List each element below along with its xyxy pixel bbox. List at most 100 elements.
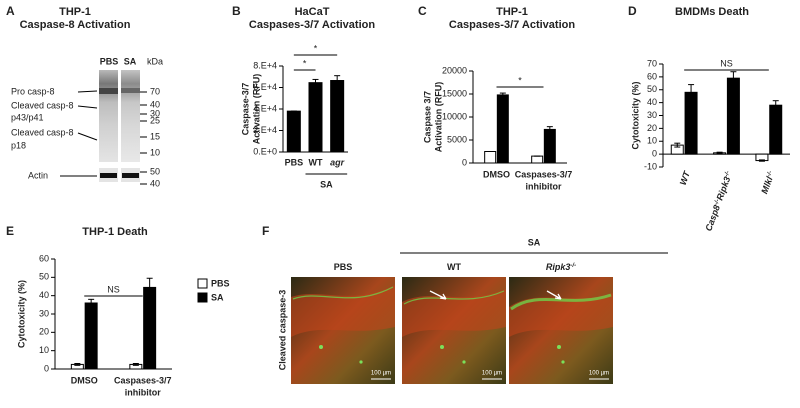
y-tick-label: 50 [39, 272, 49, 282]
error-bar [674, 142, 681, 148]
green-stain [561, 360, 565, 364]
band-label: p43/p41 [11, 112, 44, 122]
x-tick-label: WT [309, 157, 323, 167]
error-bar [688, 84, 695, 101]
bar [543, 128, 556, 164]
y-tick-label: 20 [647, 123, 657, 133]
band-label: Pro casp-8 [11, 86, 55, 96]
y-tick-label: 50 [647, 84, 657, 94]
y-tick-label: -10 [644, 161, 657, 171]
y-tick-label: 70 [647, 58, 657, 68]
error-bar [546, 126, 553, 133]
y-tick-label: 0.E+0 [253, 146, 277, 156]
green-stain [440, 345, 444, 349]
error-bar [772, 100, 779, 111]
annotation: NS [107, 284, 120, 294]
y-tick-label: 15000 [442, 88, 467, 98]
chart-title: Caspases-3/7 Activation [249, 19, 375, 31]
tissue-layer [291, 285, 395, 337]
marker-label: 25 [150, 115, 160, 125]
tissue-layer [509, 293, 613, 337]
bar [308, 82, 323, 153]
green-stain [403, 290, 505, 305]
column-label: Ripk3-/- [546, 262, 576, 272]
label-part: WT [678, 169, 693, 187]
bar [330, 80, 345, 153]
x-tick-label: agr [330, 157, 345, 167]
y-axis-label: Caspase 3/7 [422, 91, 432, 143]
label-part: Ripk3 [715, 175, 733, 201]
actin-band [122, 173, 139, 178]
x-tick-label: Mlkl-/- [760, 170, 777, 195]
chart-title: THP-1 Death [82, 226, 148, 238]
bar [84, 302, 98, 370]
panel-label: A [6, 4, 15, 18]
error-bar [730, 71, 737, 86]
error-bar [334, 75, 341, 86]
legend-label: SA [211, 292, 224, 302]
arrow [546, 290, 562, 300]
panel-label: C [418, 4, 427, 18]
blot-lane [121, 70, 140, 162]
label-part: -/- [713, 199, 721, 206]
marker-label: 30 [150, 108, 160, 118]
y-tick-label: 10 [39, 345, 49, 355]
y-tick-label: 30 [39, 308, 49, 318]
y-tick-label: 6.E+4 [253, 82, 277, 92]
blot-title: THP-1 [59, 6, 91, 18]
group-label: SA [320, 179, 333, 189]
band-label: p18 [11, 140, 26, 150]
error-bar [758, 159, 765, 162]
panel-label: F [262, 224, 269, 238]
group-label: SA [528, 237, 541, 247]
tissue-layer [402, 289, 506, 337]
green-stain [557, 345, 561, 349]
band-label: Cleaved casp-8 [11, 100, 74, 110]
error-bar [132, 363, 139, 366]
x-tick-label: inhibitor [526, 181, 562, 191]
green-stain [462, 360, 466, 364]
band-pointer [77, 105, 98, 109]
green-stain [292, 286, 394, 300]
green-stain [510, 293, 612, 311]
y-tick-label: 0 [44, 363, 49, 373]
annotation: NS [720, 58, 733, 68]
bar [531, 155, 544, 164]
y-tick-label: 8.E+4 [253, 60, 277, 70]
label-part: Mlkl [760, 175, 776, 195]
panel-label: B [232, 4, 241, 18]
loading-label: Actin [28, 170, 48, 180]
column-label: PBS [334, 262, 353, 272]
y-tick-label: 60 [39, 253, 49, 263]
error-bar [74, 363, 81, 366]
x-tick-label: Casp8-/-Ripk3-/- [704, 170, 735, 233]
marker-label: 15 [150, 131, 160, 141]
x-tick-label: Caspases-3/7 [515, 169, 573, 179]
x-tick-label: Caspases-3/7 [114, 375, 172, 385]
bar [286, 110, 301, 153]
band-pointer [77, 132, 98, 141]
label-part: Ripk3 [546, 262, 571, 272]
annotation: * [314, 43, 318, 53]
y-axis-label: Cytotoxicity (%) [630, 81, 640, 149]
marker-label: 40 [150, 178, 160, 188]
x-tick-label: DMSO [71, 375, 98, 385]
error-bar [88, 298, 95, 308]
y-axis-label: Caspase-3/7 [240, 83, 250, 136]
legend-swatch [197, 278, 208, 289]
lane-label: PBS [100, 56, 119, 66]
bar [726, 77, 740, 155]
panel-label: D [628, 4, 637, 18]
marker-label: 40 [150, 99, 160, 109]
error-bar [716, 151, 723, 154]
legend-label: PBS [211, 278, 230, 288]
label-part: -/- [570, 263, 576, 269]
label-part: -/- [723, 170, 731, 177]
chart-title: THP-1 [496, 6, 528, 18]
marker-label: 50 [150, 166, 160, 176]
y-axis-label: Cytotoxicity (%) [16, 280, 26, 348]
chart-title: Caspases-3/7 Activation [449, 19, 575, 31]
y-axis-label: Activation (RFU) [433, 82, 443, 153]
chart-title: BMDMs Death [675, 6, 749, 18]
